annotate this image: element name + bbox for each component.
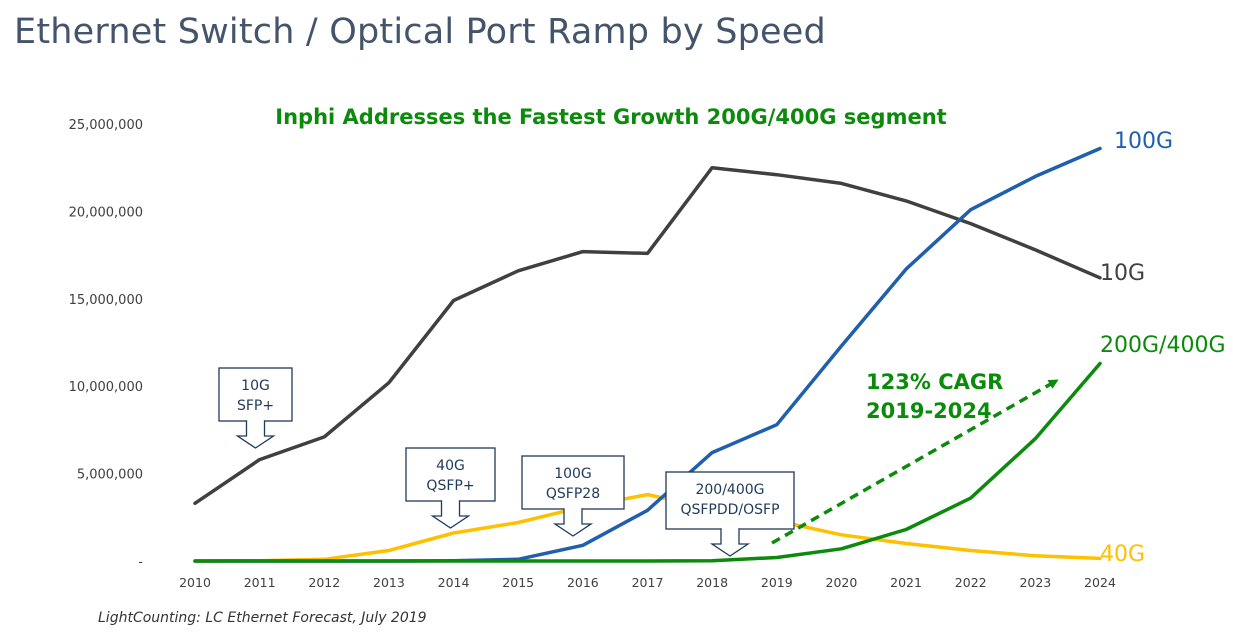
- x-tick-label: 2013: [373, 575, 405, 590]
- callout-form-factor: QSFP28: [546, 486, 600, 502]
- callout-joint: [564, 507, 582, 511]
- callout-arrow: [552, 508, 594, 537]
- callout-form-factor: QSFP+: [426, 478, 474, 494]
- x-tick-label: 2018: [696, 575, 728, 590]
- x-tick-label: 2017: [632, 575, 664, 590]
- series-line-100g: [193, 146, 1102, 563]
- label-layer: Inphi Addresses the Fastest Growth 200G/…: [275, 105, 1225, 567]
- series-label-10g: 10G: [1100, 261, 1145, 286]
- y-axis: - 5,000,000 10,000,000 15,000,000 20,000,000…: [69, 118, 144, 570]
- callout-speed: 10G: [241, 378, 270, 394]
- x-tick-label: 2019: [761, 575, 793, 590]
- speed-callout: 10G SFP+: [218, 367, 293, 449]
- chart-subtitle: Inphi Addresses the Fastest Growth 200G/…: [275, 105, 946, 129]
- cagr-period-label: 2019-2024: [866, 399, 992, 423]
- cagr-label: 123% CAGR: [866, 370, 1003, 394]
- speed-callout: 200/400G QSFPDD/OSFP: [665, 471, 795, 557]
- x-tick-label: 2023: [1019, 575, 1051, 590]
- series-label-40g: 40G: [1100, 542, 1145, 567]
- x-tick-label: 2011: [244, 575, 276, 590]
- source-note: LightCounting: LC Ethernet Forecast, Jul…: [98, 610, 427, 626]
- callout-speed: 200/400G: [695, 482, 764, 498]
- y-tick-label: 5,000,000: [77, 468, 143, 483]
- x-tick-label: 2010: [179, 575, 211, 590]
- x-tick-label: 2024: [1084, 575, 1116, 590]
- series-line-10g: [193, 165, 1102, 506]
- callout-arrow: [709, 528, 751, 557]
- y-tick-label: 20,000,000: [69, 205, 143, 220]
- callout-form-factor: SFP+: [237, 398, 274, 414]
- series-label-200g-400g: 200G/400G: [1100, 333, 1226, 358]
- callout-speed: 100G: [554, 466, 592, 482]
- x-tick-label: 2014: [438, 575, 470, 590]
- callout-form-factor: QSFPDD/OSFP: [680, 502, 779, 518]
- x-tick-label: 2021: [890, 575, 922, 590]
- speed-callout: 40G QSFP+: [405, 447, 496, 529]
- callout-joint: [721, 527, 739, 531]
- callout-speed: 40G: [436, 458, 465, 474]
- speed-callout: 100G QSFP28: [521, 455, 625, 537]
- callout-arrow: [235, 420, 276, 449]
- y-tick-label: -: [138, 555, 143, 570]
- series-label-100g: 100G: [1114, 129, 1173, 154]
- callout-joint: [442, 499, 459, 503]
- series-line-200g-400g: [193, 361, 1102, 563]
- callout-layer: 10G SFP+ 40G QSFP+ 100G QSFP28 200/400G QSFPDD/…: [218, 367, 795, 557]
- x-tick-label: 2012: [308, 575, 340, 590]
- callout-arrow: [430, 500, 471, 529]
- callout-box: [521, 455, 625, 510]
- series-layer: [193, 146, 1102, 563]
- x-tick-label: 2016: [567, 575, 599, 590]
- x-tick-label: 2020: [826, 575, 858, 590]
- cagr-arrow: [771, 379, 1059, 545]
- y-tick-label: 10,000,000: [69, 380, 143, 395]
- x-tick-label: 2022: [955, 575, 987, 590]
- y-tick-label: 25,000,000: [69, 118, 143, 133]
- x-tick-label: 2015: [502, 575, 534, 590]
- y-tick-label: 15,000,000: [69, 293, 143, 308]
- callout-box: [218, 367, 293, 422]
- x-axis: 2010 2011 2012 2013 2014 2015 2016 2017 2018 2019…: [179, 575, 1116, 590]
- page-title: Ethernet Switch / Optical Port Ramp by S…: [14, 12, 826, 52]
- callout-box: [665, 471, 795, 530]
- series-line-40g: [193, 492, 1102, 563]
- callout-joint: [247, 419, 264, 423]
